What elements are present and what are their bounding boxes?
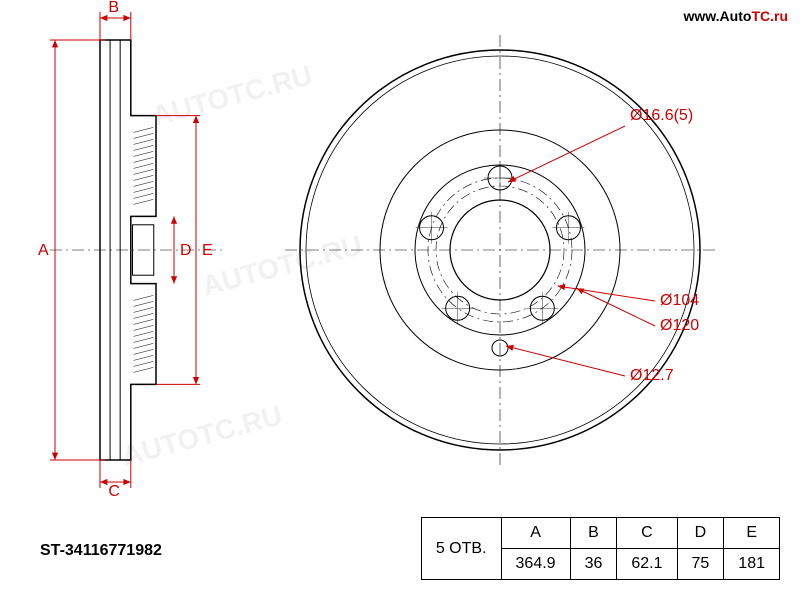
svg-text:Ø16.6(5): Ø16.6(5) [630,107,693,124]
dimension-table: 5 OTB. A B C D E 364.9 36 62.1 75 181 [421,517,780,580]
svg-text:A: A [38,242,49,259]
table-col: E [724,518,780,549]
svg-text:Ø120: Ø120 [660,317,699,334]
table-val: 75 [677,549,724,580]
svg-text:Ø104: Ø104 [660,292,699,309]
svg-text:E: E [202,242,213,259]
svg-text:C: C [108,483,120,500]
table-col: A [501,518,570,549]
svg-text:Ø12.7: Ø12.7 [630,367,674,384]
table-val: 181 [724,549,780,580]
svg-text:B: B [108,0,119,16]
table-header-holes: 5 OTB. [421,518,501,580]
technical-drawing: ABCDEØ16.6(5)Ø104Ø120Ø12.7 [0,0,800,600]
table-col: C [617,518,677,549]
svg-text:D: D [180,242,192,259]
part-number: ST-34116771982 [40,542,162,560]
table-val: 62.1 [617,549,677,580]
table-col: D [677,518,724,549]
table-val: 364.9 [501,549,570,580]
table-val: 36 [570,549,617,580]
table-col: B [570,518,617,549]
